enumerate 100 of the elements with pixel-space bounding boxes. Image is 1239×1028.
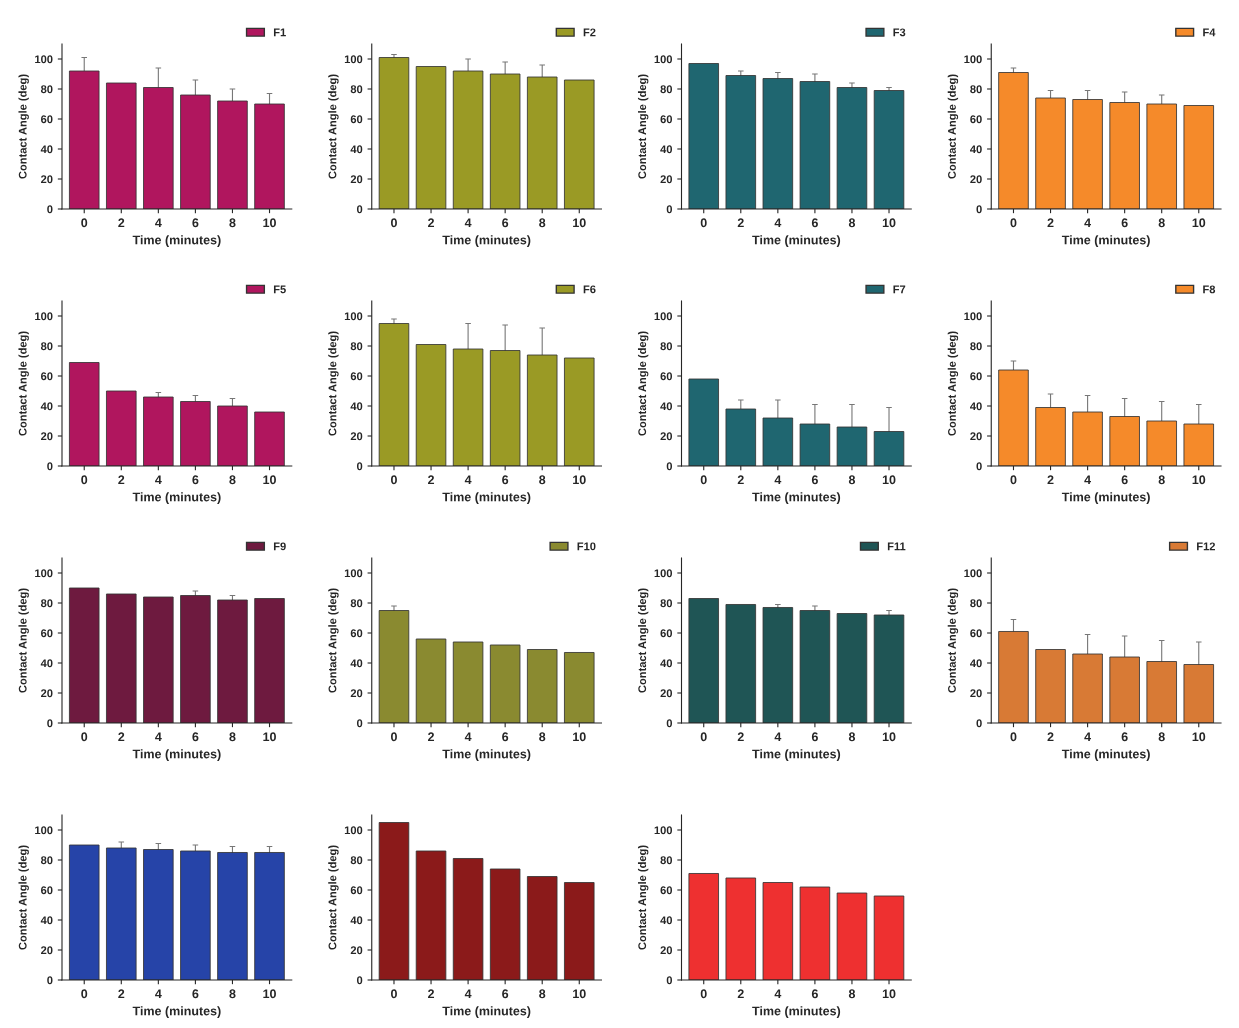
- x-axis-title: Time (minutes): [132, 1006, 221, 1018]
- legend-label: F6: [583, 285, 596, 294]
- bar: [1183, 423, 1215, 466]
- y-tick-label: 40: [40, 145, 53, 154]
- y-axis-title: Contact Angle (deg): [637, 845, 649, 950]
- x-tick-label: 6: [502, 475, 509, 485]
- y-tick-label: 0: [666, 205, 673, 214]
- bar: [799, 610, 831, 723]
- y-tick-label: 20: [41, 432, 53, 441]
- bar: [106, 390, 137, 466]
- x-tick-label: 2: [737, 475, 744, 485]
- y-tick-label: 100: [654, 312, 673, 321]
- y-tick-label: 0: [356, 719, 363, 728]
- y-tick-label: 20: [660, 432, 673, 441]
- y-axis-title: Contact Angle (deg): [947, 74, 959, 179]
- y-tick-label: 100: [344, 312, 363, 321]
- x-tick-label: 2: [737, 989, 744, 999]
- y-tick-label: 60: [41, 629, 53, 638]
- bar: [998, 631, 1029, 723]
- bar: [1109, 102, 1140, 209]
- x-tick-label: 4: [464, 732, 472, 742]
- legend-label: F1: [273, 28, 286, 37]
- bar: [489, 868, 521, 980]
- y-axis-title: Contact Angle (deg): [328, 845, 339, 950]
- y-tick-label: 80: [970, 342, 982, 351]
- x-tick-label: 0: [700, 218, 707, 228]
- y-tick-label: 40: [660, 145, 673, 154]
- y-tick-label: 80: [970, 599, 982, 608]
- y-tick-label: 60: [970, 629, 982, 638]
- x-tick-label: 2: [428, 218, 435, 228]
- x-tick-label: 10: [263, 989, 276, 999]
- y-tick-label: 20: [970, 689, 982, 698]
- bar: [873, 614, 905, 723]
- y-tick-label: 80: [970, 85, 982, 94]
- bar: [526, 876, 558, 980]
- x-tick-label: 8: [848, 732, 856, 742]
- x-tick-label: 10: [882, 218, 896, 228]
- x-tick-label: 10: [882, 475, 896, 485]
- y-tick-label: 20: [970, 175, 982, 184]
- x-tick-label: 8: [848, 218, 856, 228]
- y-tick-label: 80: [350, 342, 363, 351]
- x-tick-label: 2: [118, 732, 125, 742]
- y-tick-label: 100: [964, 55, 982, 64]
- y-tick-label: 0: [976, 462, 982, 471]
- y-tick-label: 80: [40, 599, 53, 608]
- y-tick-label: 20: [970, 432, 982, 441]
- legend-label: F9: [273, 542, 286, 551]
- bar: [452, 70, 484, 209]
- x-tick-label: 0: [81, 218, 88, 228]
- bar: [564, 882, 595, 980]
- legend-label: F2: [583, 28, 596, 37]
- y-tick-label: 20: [41, 175, 53, 184]
- x-tick-label: 0: [1010, 218, 1017, 228]
- bar: [452, 348, 484, 466]
- x-tick-label: 2: [1047, 732, 1054, 742]
- x-tick-label: 6: [811, 218, 818, 228]
- y-tick-label: 60: [970, 115, 982, 124]
- x-tick-label: 10: [573, 218, 586, 228]
- x-tick-label: 10: [1192, 218, 1206, 228]
- x-tick-label: 8: [848, 475, 856, 485]
- y-axis-title: Contact Angle (deg): [328, 74, 339, 179]
- y-tick-label: 40: [660, 916, 673, 925]
- x-tick-label: 2: [118, 989, 125, 999]
- x-tick-label: 8: [848, 989, 856, 999]
- x-tick-label: 8: [539, 989, 546, 999]
- x-tick-label: 8: [229, 732, 236, 742]
- bar: [762, 882, 794, 980]
- y-tick-label: 40: [660, 402, 673, 411]
- x-tick-label: 4: [464, 989, 472, 999]
- bar: [564, 652, 595, 723]
- bar: [489, 73, 521, 209]
- bar: [526, 76, 558, 209]
- legend-label: F4: [1203, 28, 1216, 37]
- x-axis-title: Time (minutes): [752, 749, 841, 761]
- y-tick-label: 20: [350, 432, 363, 441]
- x-tick-label: 6: [502, 732, 509, 742]
- y-tick-label: 60: [41, 372, 53, 381]
- x-tick-label: 4: [1084, 475, 1092, 485]
- bar: [452, 858, 484, 980]
- bar: [725, 877, 757, 980]
- bar: [143, 87, 174, 209]
- y-tick-label: 0: [666, 462, 673, 471]
- x-axis-title: Time (minutes): [132, 749, 221, 761]
- y-tick-label: 80: [40, 342, 53, 351]
- y-tick-label: 20: [350, 946, 363, 955]
- x-tick-label: 4: [155, 218, 162, 228]
- bar: [180, 401, 211, 466]
- x-tick-label: 10: [263, 218, 276, 228]
- x-tick-label: 2: [737, 218, 744, 228]
- x-axis-title: Time (minutes): [442, 749, 531, 761]
- bar: [564, 79, 595, 209]
- bar: [762, 78, 794, 209]
- bar: [1072, 99, 1103, 209]
- y-axis-title: Contact Angle (deg): [637, 74, 649, 179]
- y-tick-label: 40: [350, 402, 363, 411]
- x-axis-title: Time (minutes): [1061, 235, 1150, 247]
- x-tick-label: 6: [1121, 475, 1128, 485]
- y-tick-label: 20: [41, 689, 53, 698]
- x-tick-label: 4: [1084, 218, 1092, 228]
- x-tick-label: 10: [263, 475, 276, 485]
